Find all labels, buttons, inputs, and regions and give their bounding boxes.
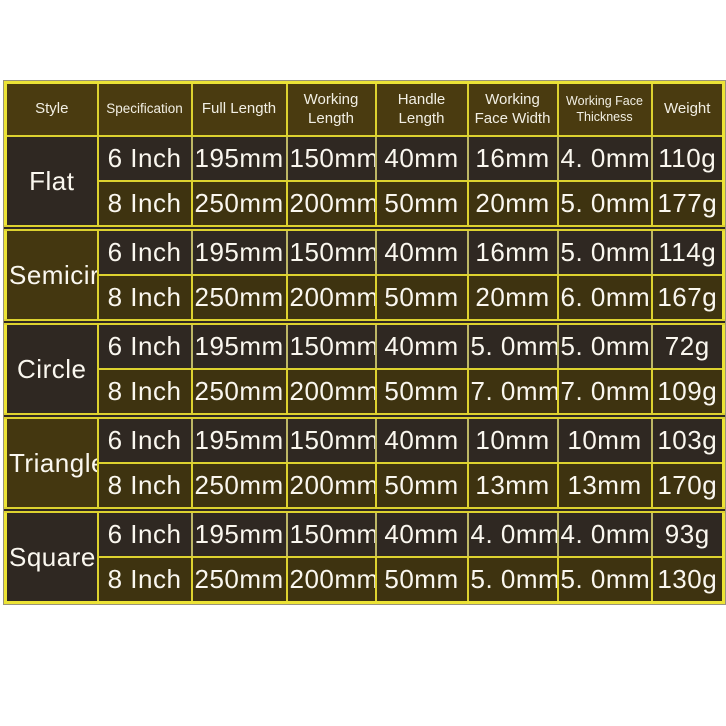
- style-cell-circle: Circle: [4, 319, 99, 417]
- face-thickness-cell: 7. 0mm: [556, 368, 653, 417]
- style-cell-flat: Flat: [4, 135, 99, 229]
- working-length-cell: 150mm: [285, 413, 377, 464]
- table-row: Triangle 6 Inch 195mm 150mm 40mm 10mm 10…: [4, 413, 725, 511]
- face-width-cell: 16mm: [466, 225, 559, 276]
- spec-cell: 8 Inch: [96, 274, 193, 323]
- full-length-cell: 195mm: [190, 413, 288, 464]
- header-row: Style Specification Full Length Working …: [4, 81, 725, 137]
- table-row: Square 6 Inch 195mm 150mm 40mm 4. 0mm 4.…: [4, 507, 725, 604]
- handle-length-cell: 40mm: [374, 507, 469, 558]
- full-length-cell: 195mm: [190, 319, 288, 370]
- handle-length-cell: 40mm: [374, 413, 469, 464]
- full-length-cell: 250mm: [190, 274, 288, 323]
- full-length-cell: 195mm: [190, 135, 288, 182]
- working-length-cell: 200mm: [285, 180, 377, 229]
- full-length-cell: 250mm: [190, 556, 288, 604]
- style-cell-triangle: Triangle: [4, 413, 99, 511]
- face-width-cell: 20mm: [466, 274, 559, 323]
- header-working-length: Working Length: [285, 81, 377, 137]
- weight-cell: 130g: [650, 556, 725, 604]
- table-row: 8 Inch 250mm 200mm 50mm 5. 0mm 5. 0mm 13…: [6, 556, 725, 604]
- face-width-cell: 7. 0mm: [466, 368, 559, 417]
- header-handle-length: Handle Length: [374, 81, 469, 137]
- weight-cell: 93g: [650, 507, 725, 558]
- face-thickness-cell: 4. 0mm: [556, 135, 653, 182]
- handle-length-cell: 40mm: [374, 225, 469, 276]
- face-thickness-cell: 5. 0mm: [556, 225, 653, 276]
- face-thickness-cell: 10mm: [556, 413, 653, 464]
- table-row: Circle 6 Inch 195mm 150mm 40mm 5. 0mm 5.…: [4, 319, 725, 417]
- header-weight: Weight: [650, 81, 725, 137]
- weight-cell: 167g: [650, 274, 725, 323]
- spec-cell: 8 Inch: [96, 556, 193, 604]
- table-row: 8 Inch 250mm 200mm 50mm 20mm 5. 0mm 177g: [6, 180, 725, 229]
- header-working-face-width: Working Face Width: [466, 81, 559, 137]
- face-thickness-cell: 5. 0mm: [556, 180, 653, 229]
- weight-cell: 110g: [650, 135, 725, 182]
- header-full-length: Full Length: [190, 81, 288, 137]
- weight-cell: 177g: [650, 180, 725, 229]
- full-length-cell: 195mm: [190, 507, 288, 558]
- full-length-cell: 250mm: [190, 462, 288, 511]
- handle-length-cell: 50mm: [374, 462, 469, 511]
- handle-length-cell: 50mm: [374, 368, 469, 417]
- spec-cell: 8 Inch: [96, 180, 193, 229]
- weight-cell: 72g: [650, 319, 725, 370]
- header-working-face-thickness: Working Face Thickness: [556, 81, 653, 137]
- full-length-cell: 250mm: [190, 368, 288, 417]
- table-row: 8 Inch 250mm 200mm 50mm 20mm 6. 0mm 167g: [6, 274, 725, 323]
- face-thickness-cell: 5. 0mm: [556, 556, 653, 604]
- working-length-cell: 150mm: [285, 135, 377, 182]
- face-thickness-cell: 5. 0mm: [556, 319, 653, 370]
- face-thickness-cell: 6. 0mm: [556, 274, 653, 323]
- working-length-cell: 200mm: [285, 556, 377, 604]
- style-cell-square: Square: [4, 507, 99, 604]
- table-row: 8 Inch 250mm 200mm 50mm 13mm 13mm 170g: [6, 462, 725, 511]
- working-length-cell: 150mm: [285, 319, 377, 370]
- spec-cell: 6 Inch: [96, 319, 193, 370]
- table-row: 8 Inch 250mm 200mm 50mm 7. 0mm 7. 0mm 10…: [6, 368, 725, 417]
- working-length-cell: 200mm: [285, 462, 377, 511]
- face-thickness-cell: 13mm: [556, 462, 653, 511]
- handle-length-cell: 40mm: [374, 135, 469, 182]
- handle-length-cell: 50mm: [374, 556, 469, 604]
- spec-cell: 6 Inch: [96, 135, 193, 182]
- style-cell-semicircle: Semicircle: [4, 225, 99, 323]
- weight-cell: 114g: [650, 225, 725, 276]
- full-length-cell: 250mm: [190, 180, 288, 229]
- face-width-cell: 20mm: [466, 180, 559, 229]
- handle-length-cell: 40mm: [374, 319, 469, 370]
- spec-table: Style Specification Full Length Working …: [4, 81, 725, 604]
- handle-length-cell: 50mm: [374, 274, 469, 323]
- face-width-cell: 10mm: [466, 413, 559, 464]
- weight-cell: 103g: [650, 413, 725, 464]
- table-row: Flat 6 Inch 195mm 150mm 40mm 16mm 4. 0mm…: [4, 135, 725, 229]
- weight-cell: 170g: [650, 462, 725, 511]
- face-width-cell: 16mm: [466, 135, 559, 182]
- spec-cell: 8 Inch: [96, 462, 193, 511]
- face-width-cell: 13mm: [466, 462, 559, 511]
- spec-cell: 6 Inch: [96, 413, 193, 464]
- working-length-cell: 200mm: [285, 368, 377, 417]
- handle-length-cell: 50mm: [374, 180, 469, 229]
- header-style: Style: [4, 81, 99, 137]
- header-specification: Specification: [96, 81, 193, 137]
- working-length-cell: 200mm: [285, 274, 377, 323]
- working-length-cell: 150mm: [285, 507, 377, 558]
- working-length-cell: 150mm: [285, 225, 377, 276]
- table-row: Semicircle 6 Inch 195mm 150mm 40mm 16mm …: [4, 225, 725, 323]
- face-width-cell: 4. 0mm: [466, 507, 559, 558]
- face-width-cell: 5. 0mm: [466, 319, 559, 370]
- weight-cell: 109g: [650, 368, 725, 417]
- spec-cell: 6 Inch: [96, 225, 193, 276]
- face-width-cell: 5. 0mm: [466, 556, 559, 604]
- spec-cell: 8 Inch: [96, 368, 193, 417]
- spec-cell: 6 Inch: [96, 507, 193, 558]
- full-length-cell: 195mm: [190, 225, 288, 276]
- face-thickness-cell: 4. 0mm: [556, 507, 653, 558]
